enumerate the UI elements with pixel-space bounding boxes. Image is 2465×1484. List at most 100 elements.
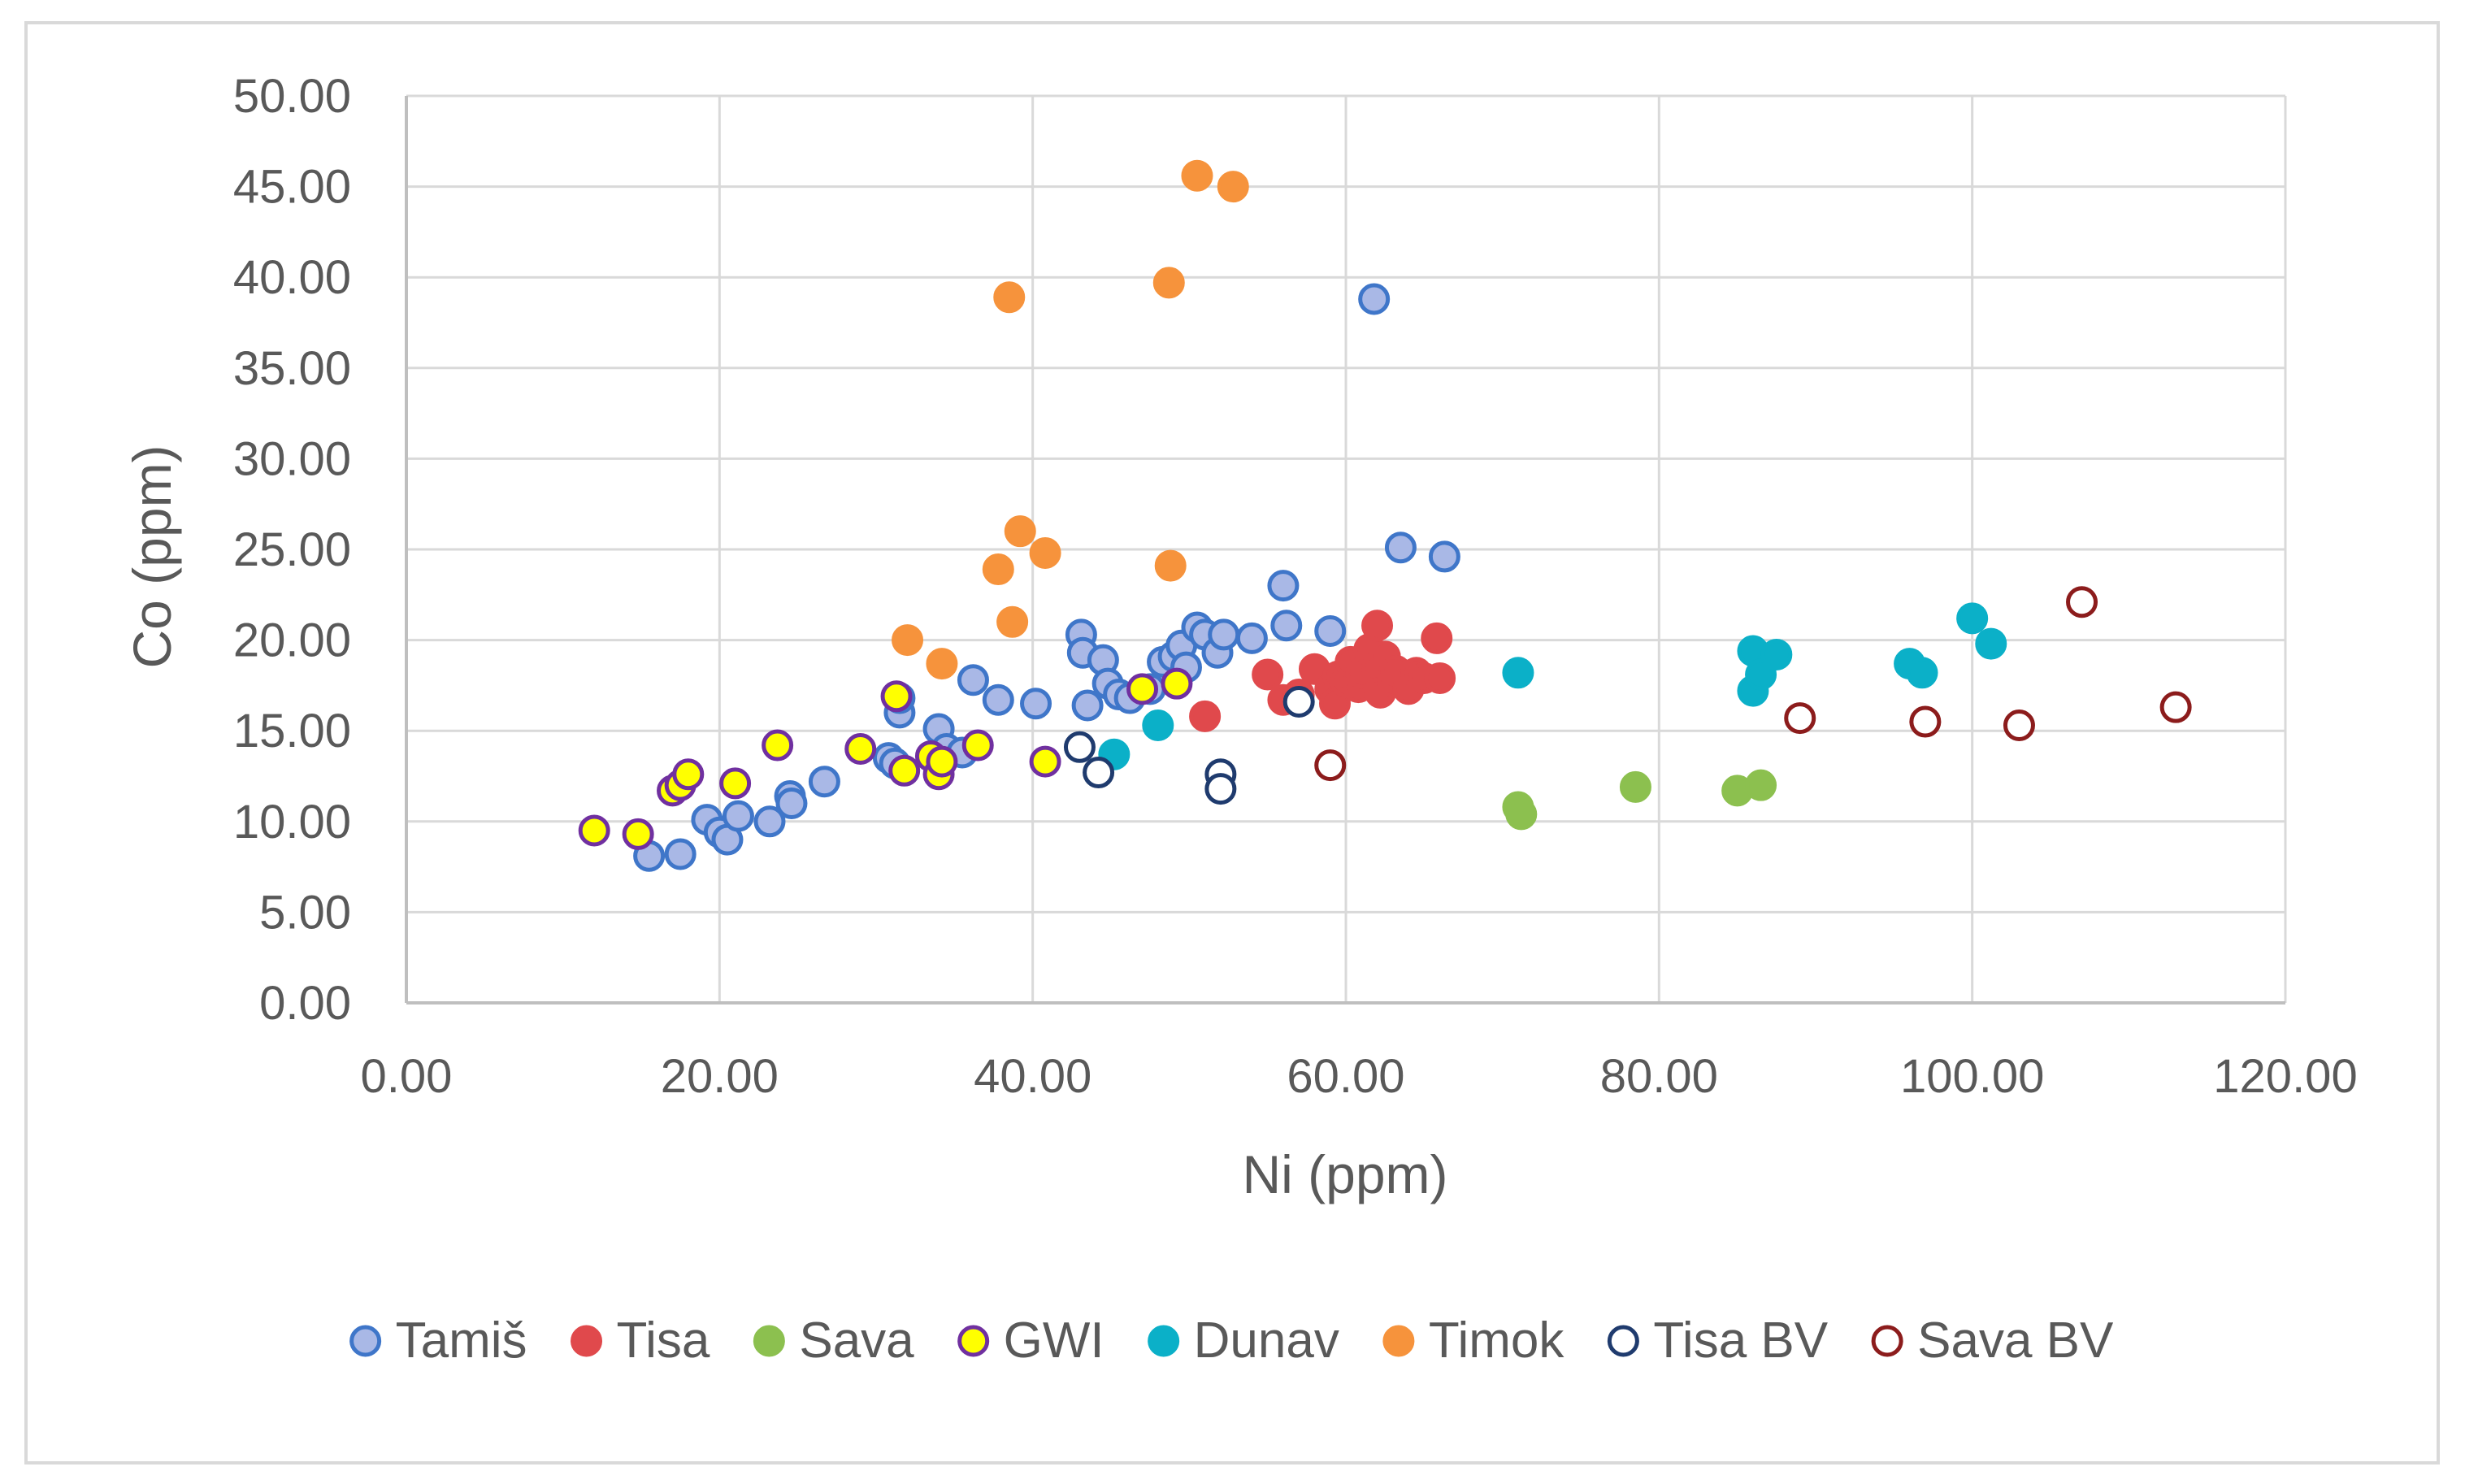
point-tisa — [1189, 700, 1222, 732]
point-timok — [1029, 536, 1061, 569]
point-tisa — [1424, 662, 1456, 694]
point-gwi — [1161, 667, 1193, 700]
point-timok — [1004, 515, 1036, 548]
series-tisa-bv — [1063, 685, 1315, 805]
legend-marker — [753, 1325, 785, 1357]
point-tamis — [1267, 570, 1300, 602]
point-sava-bv — [1909, 705, 1942, 738]
y-axis-title: Co (ppm) — [122, 445, 182, 668]
point-gwi — [926, 745, 958, 778]
legend-marker — [1382, 1325, 1415, 1357]
series-timok — [892, 159, 1249, 680]
legend-label: Sava — [799, 1313, 914, 1369]
legend-label: Tisa BV — [1653, 1313, 1828, 1369]
point-gwi — [672, 758, 705, 791]
point-tamis — [1384, 532, 1417, 564]
legend-marker — [1148, 1325, 1180, 1357]
point-tamis — [1071, 689, 1104, 722]
point-tisa-bv — [1204, 773, 1237, 805]
point-timok — [993, 281, 1026, 314]
point-timok — [926, 648, 958, 680]
series-gwi — [578, 667, 1193, 850]
point-tamis — [957, 664, 989, 696]
y-tick-label: 50.00 — [233, 70, 351, 123]
point-dunav — [1760, 638, 1793, 670]
gridlines — [406, 94, 2287, 1003]
point-gwi — [719, 767, 752, 800]
point-tamis — [1208, 618, 1240, 651]
point-tamis — [753, 805, 786, 838]
legend-item-gwi: GWI — [957, 1313, 1104, 1369]
point-gwi — [844, 733, 877, 766]
point-dunav — [1502, 657, 1534, 689]
y-tick-label: 30.00 — [233, 432, 351, 485]
point-tisa — [1252, 658, 1284, 691]
point-tamis — [1358, 283, 1391, 315]
point-tamis — [1428, 540, 1460, 573]
x-axis-title: Ni (ppm) — [1242, 1144, 1447, 1204]
point-gwi — [1126, 673, 1159, 705]
point-gwi — [880, 680, 913, 713]
point-dunav — [1142, 709, 1174, 742]
legend-marker — [1871, 1325, 1903, 1357]
legend-marker — [349, 1325, 382, 1357]
point-sava-bv — [2003, 709, 2035, 742]
data-points — [578, 159, 2192, 872]
series-dunav — [1098, 602, 2007, 770]
x-tick-label: 100.00 — [1900, 1050, 2044, 1103]
y-tick-label: 15.00 — [233, 705, 351, 757]
point-tamis — [1314, 614, 1347, 647]
legend-item-sava-bv: Sava BV — [1871, 1313, 2114, 1369]
x-tick-label: 0.00 — [361, 1050, 453, 1103]
point-timok — [892, 624, 924, 657]
x-tick-label: 20.00 — [661, 1050, 779, 1103]
series-tisa — [1189, 610, 1456, 732]
series-tamis — [633, 283, 1460, 872]
x-tick-label: 40.00 — [974, 1050, 1091, 1103]
axes — [405, 96, 2285, 1005]
y-tick-label: 25.00 — [233, 523, 351, 576]
point-gwi — [762, 729, 794, 762]
legend-item-tamis: Tamiš — [349, 1313, 527, 1369]
y-tick-label: 10.00 — [233, 796, 351, 848]
point-tisa-bv — [1282, 685, 1315, 718]
y-tick-label: 35.00 — [233, 342, 351, 395]
point-dunav — [1975, 627, 2007, 660]
y-tick-label: 0.00 — [259, 977, 351, 1030]
point-sava-bv — [1784, 702, 1816, 735]
point-sava — [1505, 798, 1538, 831]
tick-labels: 0.00 5.00 10.00 15.00 20.00 25.00 30.00 35.00 40… — [233, 70, 2358, 1103]
point-timok — [1152, 267, 1185, 299]
legend-label: Sava BV — [1917, 1313, 2114, 1369]
x-tick-label: 120.00 — [2213, 1050, 2357, 1103]
legend-item-timok: Timok — [1382, 1313, 1564, 1369]
series-sava-bv — [1314, 586, 2192, 782]
point-tamis — [664, 838, 697, 870]
legend: Tamiš Tisa Sava GWI Dunav Timok Tisa BV Sava BV — [349, 1313, 2114, 1369]
point-tisa-bv — [1063, 731, 1096, 763]
point-dunav — [1956, 602, 1989, 635]
point-gwi — [578, 814, 610, 847]
point-timok — [1181, 159, 1213, 192]
point-tisa-bv — [1083, 757, 1115, 789]
legend-label: Tisa — [617, 1313, 710, 1369]
point-sava-bv — [2066, 586, 2098, 618]
point-tamis — [1020, 688, 1052, 720]
legend-label: GWI — [1004, 1313, 1104, 1369]
point-sava-bv — [1314, 749, 1347, 782]
y-tick-label: 40.00 — [233, 251, 351, 304]
point-dunav — [1906, 657, 1938, 689]
point-timok — [1154, 549, 1187, 582]
x-tick-label: 60.00 — [1287, 1050, 1404, 1103]
point-gwi — [622, 818, 654, 850]
point-gwi — [1029, 745, 1061, 778]
point-tamis — [1270, 610, 1303, 642]
point-tamis — [722, 800, 754, 832]
legend-label: Tamiš — [396, 1313, 527, 1369]
point-gwi — [961, 729, 994, 762]
point-tamis — [982, 683, 1014, 716]
legend-marker — [957, 1325, 990, 1357]
point-tamis — [775, 787, 808, 819]
point-tamis — [1235, 622, 1268, 654]
